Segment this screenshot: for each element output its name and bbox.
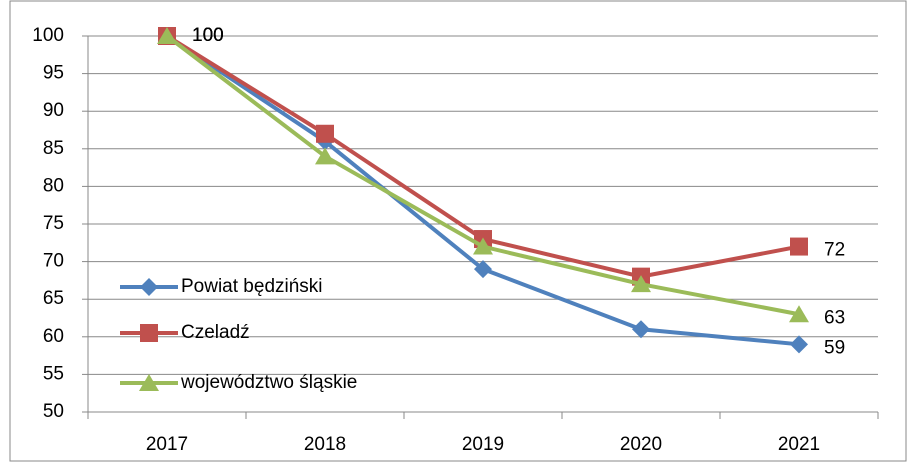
x-tick-label: 2018 [304, 434, 346, 455]
y-tick-label: 100 [32, 25, 64, 46]
data-label: 59 [824, 337, 845, 358]
y-tick-label: 80 [43, 175, 64, 196]
data-label: 100 [192, 25, 224, 46]
legend-marker [139, 374, 159, 391]
x-tick-label: 2019 [462, 434, 504, 455]
y-tick-label: 95 [43, 63, 64, 84]
point [157, 27, 177, 44]
x-tick-label: 2017 [146, 434, 188, 455]
point [790, 237, 808, 256]
y-tick-label: 55 [43, 363, 64, 384]
data-label: 100 [192, 25, 224, 46]
point [632, 320, 650, 339]
point [316, 124, 334, 143]
point [474, 260, 492, 279]
legend-marker [140, 278, 158, 296]
y-tick-label: 65 [43, 288, 64, 309]
legend-label: województwo śląskie [180, 372, 357, 393]
data-label: 72 [824, 240, 845, 261]
data-label: 63 [824, 307, 845, 328]
point [631, 275, 651, 293]
legend-label: Powiat będziński [181, 276, 323, 297]
y-tick-label: 85 [43, 138, 64, 159]
point [790, 335, 808, 354]
point [473, 237, 493, 255]
x-tick-label: 2021 [778, 434, 820, 455]
data-label: 100 [192, 25, 224, 46]
y-tick-label: 50 [43, 401, 64, 422]
legend-marker [140, 324, 158, 342]
y-tick-label: 90 [43, 100, 64, 121]
y-tick-label: 60 [43, 326, 64, 347]
point [789, 305, 809, 323]
x-tick-label: 2020 [620, 434, 662, 455]
legend-label: Czeladź [181, 322, 250, 343]
y-tick-label: 70 [43, 251, 64, 272]
point [315, 147, 335, 165]
y-tick-label: 75 [43, 213, 64, 234]
